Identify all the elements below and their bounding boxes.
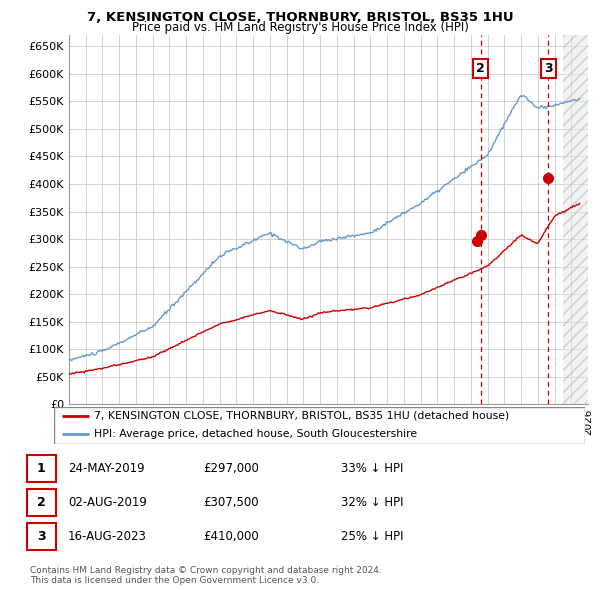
Text: 2: 2 <box>476 62 485 75</box>
Text: 16-AUG-2023: 16-AUG-2023 <box>68 530 146 543</box>
Text: Contains HM Land Registry data © Crown copyright and database right 2024.
This d: Contains HM Land Registry data © Crown c… <box>30 566 382 585</box>
Text: 3: 3 <box>544 62 553 75</box>
Text: 25% ↓ HPI: 25% ↓ HPI <box>341 530 403 543</box>
Bar <box>563 35 600 404</box>
Text: Price paid vs. HM Land Registry's House Price Index (HPI): Price paid vs. HM Land Registry's House … <box>131 21 469 34</box>
Text: 24-MAY-2019: 24-MAY-2019 <box>68 462 145 475</box>
Text: 7, KENSINGTON CLOSE, THORNBURY, BRISTOL, BS35 1HU: 7, KENSINGTON CLOSE, THORNBURY, BRISTOL,… <box>86 11 514 24</box>
Text: 3: 3 <box>37 530 46 543</box>
Text: £410,000: £410,000 <box>203 530 259 543</box>
Text: 2: 2 <box>37 496 46 509</box>
Text: 02-AUG-2019: 02-AUG-2019 <box>68 496 146 509</box>
Text: 1: 1 <box>37 462 46 475</box>
Text: 33% ↓ HPI: 33% ↓ HPI <box>341 462 403 475</box>
Text: £307,500: £307,500 <box>203 496 259 509</box>
Text: HPI: Average price, detached house, South Gloucestershire: HPI: Average price, detached house, Sout… <box>94 429 417 438</box>
Text: 32% ↓ HPI: 32% ↓ HPI <box>341 496 403 509</box>
Text: 7, KENSINGTON CLOSE, THORNBURY, BRISTOL, BS35 1HU (detached house): 7, KENSINGTON CLOSE, THORNBURY, BRISTOL,… <box>94 411 509 421</box>
Text: £297,000: £297,000 <box>203 462 259 475</box>
